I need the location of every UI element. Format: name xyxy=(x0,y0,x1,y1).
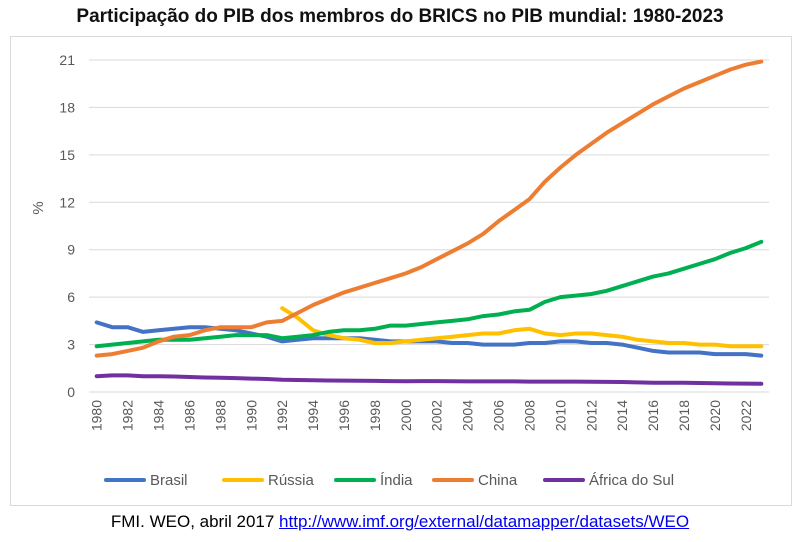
y-tick-label: 0 xyxy=(67,384,75,400)
series-line--ndia xyxy=(94,239,764,349)
source-note: FMI. WEO, abril 2017 http://www.imf.org/… xyxy=(0,512,800,532)
x-tick-label: 2014 xyxy=(614,400,630,431)
y-tick-label: 12 xyxy=(59,194,75,210)
y-tick-label: 21 xyxy=(59,52,75,68)
x-tick-label: 1984 xyxy=(151,400,167,431)
chart-area: 0 3 6 9 12 15 18 21 1980 1982 1984 1986 1988 1990 1992… xyxy=(10,36,792,506)
y-tick-label: 15 xyxy=(59,147,75,163)
y-axis-title: % xyxy=(30,201,47,214)
x-tick-label: 1996 xyxy=(336,400,352,431)
legend-label: Índia xyxy=(380,472,413,489)
chart-title: Participação do PIB dos membros do BRICS… xyxy=(76,6,724,27)
series-line-brasil xyxy=(94,320,764,358)
legend-label: Rússia xyxy=(268,472,315,489)
x-tick-label: 1994 xyxy=(305,400,321,431)
y-tick-label: 3 xyxy=(67,337,75,353)
x-tick-label: 1980 xyxy=(89,400,105,431)
x-tick-label: 1992 xyxy=(274,400,290,431)
x-tick-label: 2004 xyxy=(460,400,476,431)
legend-label: Brasil xyxy=(150,472,188,489)
x-tick-label: 2008 xyxy=(521,400,537,431)
y-tick-label: 6 xyxy=(67,289,75,305)
series-line-china xyxy=(94,59,764,358)
x-tick-label: 2002 xyxy=(429,400,445,431)
x-tick-label: 1986 xyxy=(181,400,197,431)
y-tick-label: 9 xyxy=(67,242,75,258)
legend-label: África do Sul xyxy=(589,472,674,489)
line-chart: 0 3 6 9 12 15 18 21 1980 1982 1984 1986 1988 1990 1992… xyxy=(30,52,769,489)
x-tick-label: 2000 xyxy=(398,400,414,431)
x-tick-label: 2010 xyxy=(552,400,568,431)
x-tick-label: 2012 xyxy=(583,400,599,431)
x-tick-label: 1998 xyxy=(367,400,383,431)
x-tick-label: 2020 xyxy=(707,400,723,431)
x-tick-label: 2022 xyxy=(738,400,754,431)
source-text: FMI. WEO, abril 2017 xyxy=(110,512,280,531)
series-line-r-ssia xyxy=(280,306,764,349)
x-tick-label: 1988 xyxy=(212,400,228,431)
x-tick-label: 1982 xyxy=(120,400,136,431)
source-link[interactable]: http://www.imf.org/external/datamapper/d… xyxy=(279,512,690,531)
x-tick-label: 2016 xyxy=(645,400,661,431)
y-tick-label: 18 xyxy=(59,99,75,115)
x-tick-label: 2018 xyxy=(676,400,692,431)
x-tick-label: 1990 xyxy=(243,400,259,431)
legend-label: China xyxy=(478,472,518,489)
series-line--frica-do-sul xyxy=(94,373,764,386)
x-tick-label: 2006 xyxy=(491,400,507,431)
